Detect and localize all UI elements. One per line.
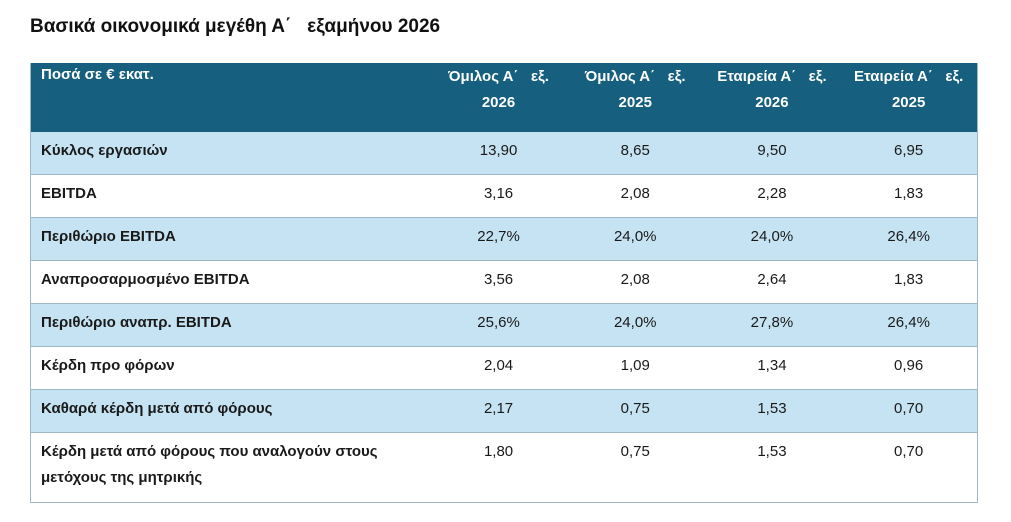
cell-value: 6,95 [894,142,924,159]
cell-value: 26,4% [887,314,930,331]
table-row: Καθαρά κέρδη μετά από φόρους 2,17 0,75 1… [31,390,977,433]
cell-value: 2,28 [757,185,787,202]
cell-value: 1,09 [620,357,650,374]
table-row: EBITDA 3,16 2,08 2,28 1,83 [31,175,977,218]
cell-value: 27,8% [750,314,794,331]
cell-value: 24,0% [750,228,794,245]
row-label: Κέρδη μετά από φόρους που αναλογούν στου… [41,443,378,486]
row-label: Περιθώριο αναπρ. EBITDA [41,314,232,331]
cell-value: 2,08 [620,185,650,202]
header-amount-label: Ποσά σε € εκατ. [41,66,154,83]
cell-value: 1,80 [483,443,514,460]
cell-value: 1,83 [894,271,924,288]
row-label: Καθαρά κέρδη μετά από φόρους [41,400,273,417]
header-col-group-2025: Όμιλος Α΄ εξ. 2025 [584,68,686,111]
table-row: Περιθώριο αναπρ. EBITDA 25,6% 24,0% 27,8… [31,304,977,347]
cell-value: 24,0% [613,314,657,331]
cell-value: 25,6% [477,314,520,331]
cell-value: 26,4% [887,228,930,245]
cell-value: 1,53 [757,443,787,460]
cell-value: 22,7% [477,228,520,245]
cell-value: 1,53 [757,400,787,417]
cell-value: 3,16 [483,185,514,202]
cell-value: 1,34 [757,357,787,374]
table-row: Περιθώριο EBITDA 22,7% 24,0% 24,0% 26,4% [31,218,977,261]
table-row: Κύκλος εργασιών 13,90 8,65 9,50 6,95 [31,132,977,175]
cell-value: 2,04 [483,357,514,374]
row-label: Κέρδη προ φόρων [41,357,175,374]
cell-value: 0,96 [894,357,924,374]
cell-value: 0,75 [620,443,650,460]
row-label: EBITDA [41,185,97,202]
cell-value: 2,64 [757,271,787,288]
cell-value: 2,17 [483,400,514,417]
cell-value: 1,83 [894,185,924,202]
page-title: Βασικά οικονομικά μεγέθη Α΄ εξαμήνου 202… [30,16,441,37]
cell-value: 13,90 [479,142,518,159]
cell-value: 0,75 [620,400,650,417]
table-header-row: Ποσά σε € εκατ. Όμιλος Α΄ εξ. 2026 Όμιλος… [31,63,977,132]
header-col-company-2025: Εταιρεία Α΄ εξ. 2025 [853,68,964,111]
cell-value: 0,70 [894,400,924,417]
cell-value: 9,50 [757,142,787,159]
header-col-group-2026: Όμιλος Α΄ εξ. 2026 [448,68,549,111]
cell-value: 2,08 [620,271,650,288]
row-label: Αναπροσαρμοσμένο EBITDA [41,271,250,288]
cell-value: 24,0% [613,228,657,245]
financial-table: Ποσά σε € εκατ. Όμιλος Α΄ εξ. 2026 Όμιλος… [30,63,978,503]
row-label: Κύκλος εργασιών [41,142,168,159]
table-row: Κέρδη προ φόρων 2,04 1,09 1,34 0,96 [31,347,977,390]
cell-value: 0,70 [894,443,924,460]
cell-value: 8,65 [620,142,650,159]
table-row: Αναπροσαρμοσμένο EBITDA 3,56 2,08 2,64 1… [31,261,977,304]
table-row: Κέρδη μετά από φόρους που αναλογούν στου… [31,433,977,502]
cell-value: 3,56 [483,271,514,288]
row-label: Περιθώριο EBITDA [41,228,176,245]
header-col-company-2026: Εταιρεία Α΄ εξ. 2026 [717,68,827,111]
